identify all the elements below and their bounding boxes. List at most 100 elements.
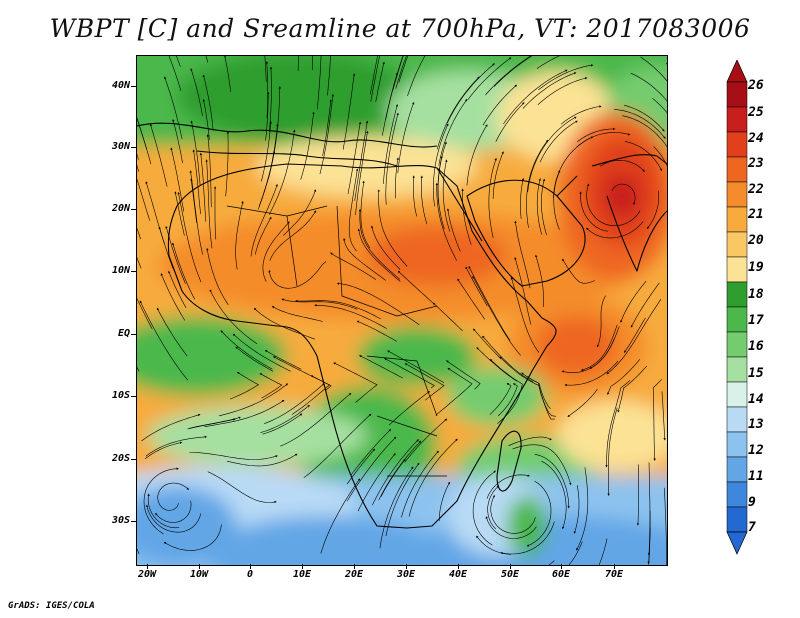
colorbar-segment — [726, 306, 748, 333]
streamline — [398, 56, 409, 83]
lon-label: 50E — [500, 569, 520, 580]
streamline — [607, 407, 618, 496]
streamline — [442, 159, 451, 232]
streamline — [420, 175, 428, 225]
streamline — [432, 302, 463, 332]
streamline — [607, 359, 641, 395]
streamline — [446, 360, 481, 390]
streamline — [379, 466, 414, 549]
streamline — [314, 304, 387, 329]
streamline — [370, 56, 380, 102]
colorbar-label: 20 — [748, 233, 764, 248]
colorbar-bottom-arrow — [726, 531, 748, 555]
streamline — [220, 330, 273, 370]
colorbar-segment — [726, 506, 748, 533]
streamline — [385, 462, 420, 537]
lon-tick — [354, 564, 355, 569]
streamline — [617, 365, 647, 413]
streamline — [437, 155, 443, 205]
streamline — [260, 404, 310, 433]
streamline — [303, 413, 372, 479]
streamline — [412, 175, 417, 217]
wbpt-region — [137, 316, 287, 396]
streamline — [482, 84, 517, 126]
streamline — [392, 56, 404, 90]
streamline — [404, 418, 448, 463]
colorbar-segment — [726, 281, 748, 308]
streamline — [630, 282, 660, 328]
streamline — [647, 510, 651, 564]
streamline — [526, 139, 549, 228]
wbpt-map — [137, 56, 667, 565]
colorbar-segment — [726, 81, 748, 108]
streamline — [202, 99, 210, 140]
streamline — [253, 307, 316, 340]
streamline — [137, 113, 152, 165]
streamline — [514, 220, 531, 289]
streamline — [259, 373, 283, 399]
lat-label: 10S — [111, 390, 130, 401]
streamline — [172, 119, 183, 164]
streamline — [661, 391, 666, 441]
streamline — [606, 299, 662, 375]
streamline — [295, 299, 381, 320]
streamline — [503, 69, 568, 125]
colorbar-label: 19 — [748, 260, 764, 275]
streamline — [202, 74, 214, 131]
streamline — [206, 134, 212, 208]
streamline — [636, 464, 640, 526]
streamline — [213, 186, 217, 240]
colorbar-segment — [726, 131, 748, 158]
colorbar-segment — [726, 331, 748, 358]
streamline — [652, 379, 662, 461]
streamline — [567, 388, 598, 418]
streamline — [146, 504, 201, 533]
streamline — [316, 56, 322, 110]
streamline — [189, 170, 203, 255]
lat-tick — [131, 396, 136, 397]
lon-tick — [614, 564, 615, 569]
streamline — [568, 541, 583, 565]
lat-label: 20S — [111, 453, 130, 464]
streamline — [370, 56, 378, 95]
colorbar-label: 7 — [748, 520, 756, 535]
streamline — [600, 159, 645, 172]
streamline — [397, 270, 435, 305]
streamline — [624, 317, 646, 354]
streamline — [435, 182, 457, 261]
streamline — [467, 57, 512, 101]
colorbar-label: 21 — [748, 207, 764, 222]
streamline — [541, 178, 547, 236]
streamline — [204, 399, 285, 428]
streamline — [527, 116, 577, 192]
streamline — [199, 152, 207, 222]
colorbar-label: 22 — [748, 182, 764, 197]
streamline — [457, 278, 485, 320]
wbpt-region — [367, 226, 507, 286]
colorbar-label: 17 — [748, 313, 764, 328]
streamline — [262, 221, 290, 282]
streamline — [492, 151, 504, 199]
streamline — [291, 375, 331, 415]
streamline — [218, 383, 289, 417]
colorbar-top-arrow — [726, 60, 748, 83]
streamline — [265, 91, 270, 141]
streamline — [264, 383, 325, 424]
streamline — [514, 257, 532, 325]
streamline — [472, 328, 502, 360]
streamline — [160, 273, 186, 321]
lon-tick — [458, 564, 459, 569]
lon-label: 0 — [246, 569, 254, 580]
streamline — [561, 337, 615, 373]
lon-label: 10E — [292, 569, 312, 580]
lon-tick — [561, 564, 562, 569]
colorbar-segment — [726, 231, 748, 258]
colorbar-label: 24 — [748, 131, 764, 146]
streamline — [320, 478, 361, 554]
streamline — [461, 188, 472, 245]
streamline — [235, 346, 274, 372]
wbpt-region — [507, 496, 547, 556]
streamline — [577, 127, 616, 143]
streamline — [536, 56, 560, 69]
streamline — [622, 115, 667, 148]
